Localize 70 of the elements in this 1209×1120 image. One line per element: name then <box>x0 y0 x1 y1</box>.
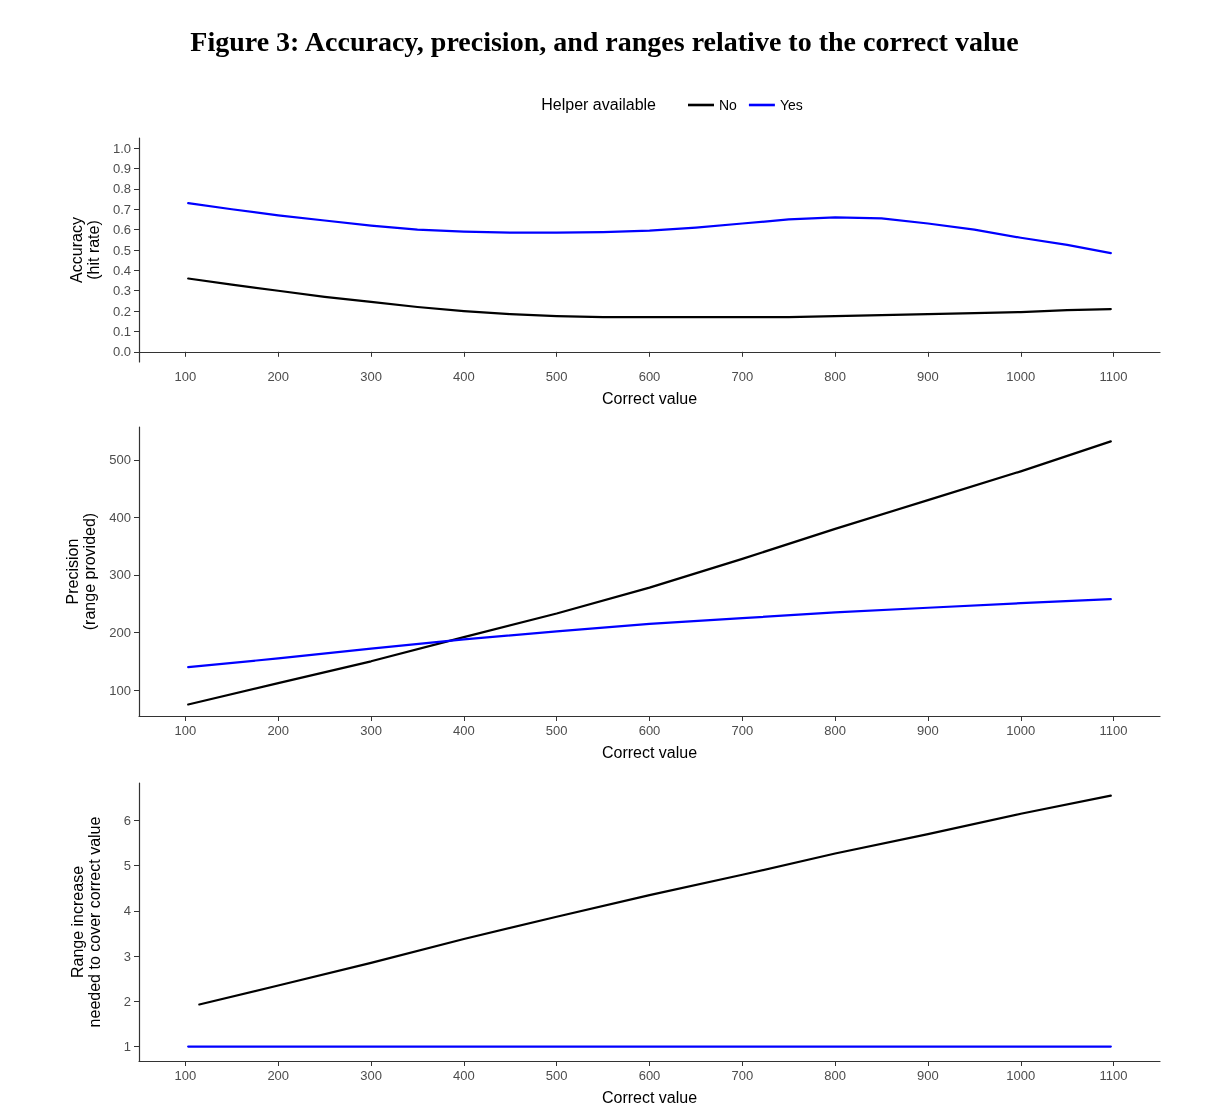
y-tick-label: 0.8 <box>112 181 131 197</box>
line-series <box>198 794 1112 1006</box>
y-axis-title: Range increase needed to cover correct value <box>69 816 103 1028</box>
x-tick-label: 1100 <box>1099 723 1128 738</box>
x-tick-label: 900 <box>917 369 939 384</box>
x-axis-title: Correct value <box>601 1088 698 1106</box>
x-tick-label: 800 <box>824 723 846 738</box>
x-tick-label: 800 <box>824 1068 846 1083</box>
x-tick-label: 100 <box>174 1068 197 1083</box>
y-tick-label: 100 <box>109 682 131 698</box>
x-tick-label: 1000 <box>1006 723 1036 738</box>
x-tick-label: 200 <box>267 1068 290 1083</box>
y-tick-label: 6 <box>123 813 131 829</box>
x-tick-label: 600 <box>638 369 661 384</box>
line-series <box>187 202 1112 255</box>
y-tick-label: 1.0 <box>112 140 131 156</box>
y-tick-label: 3 <box>123 948 131 964</box>
x-tick-label: 1100 <box>1099 1068 1128 1083</box>
x-tick-label: 1000 <box>1006 1068 1036 1083</box>
x-tick-label: 500 <box>545 723 568 738</box>
x-tick-label: 300 <box>360 723 382 738</box>
y-tick-label: 0.7 <box>112 201 131 217</box>
y-tick-label: 2 <box>123 993 131 1009</box>
legend-label: Yes <box>779 97 803 113</box>
x-tick-label: 100 <box>174 723 197 738</box>
x-tick-label: 200 <box>267 723 290 738</box>
y-tick-label: 0.0 <box>112 344 131 360</box>
y-tick-label: 0.3 <box>112 283 131 299</box>
y-tick-label: 5 <box>123 858 131 874</box>
y-tick-label: 1 <box>123 1039 131 1055</box>
y-tick-label: 0.1 <box>112 323 131 339</box>
x-tick-label: 400 <box>453 369 475 384</box>
line-series <box>187 277 1112 319</box>
x-tick-label: 700 <box>731 1068 754 1083</box>
line-series <box>187 598 1112 669</box>
x-tick-label: 700 <box>731 369 754 384</box>
x-tick-label: 800 <box>824 369 846 384</box>
chart-title: Figure 3: Accuracy, precision, and ranges relative to the correct value <box>190 25 1019 57</box>
y-tick-label: 4 <box>123 903 131 919</box>
y-tick-label: 0.6 <box>112 222 131 238</box>
y-axis-title: Precision (range provided) <box>64 512 99 631</box>
x-tick-label: 400 <box>453 1068 475 1083</box>
y-tick-label: 400 <box>109 509 131 525</box>
y-axis-title: Accuracy (hit rate) <box>68 217 103 283</box>
y-tick-label: 200 <box>109 625 131 641</box>
y-tick-label: 300 <box>109 567 131 583</box>
x-tick-label: 900 <box>917 1068 939 1083</box>
y-tick-label: 500 <box>109 452 131 468</box>
x-tick-label: 300 <box>360 1068 382 1083</box>
x-tick-label: 500 <box>545 1068 568 1083</box>
x-tick-label: 900 <box>917 723 939 738</box>
x-tick-label: 500 <box>545 369 568 384</box>
x-axis-title: Correct value <box>601 389 698 407</box>
x-tick-label: 400 <box>453 723 475 738</box>
line-series <box>187 440 1112 706</box>
x-tick-label: 300 <box>360 369 382 384</box>
y-tick-label: 0.9 <box>112 161 131 177</box>
x-axis-title: Correct value <box>601 743 698 761</box>
y-tick-label: 0.2 <box>112 303 131 319</box>
x-tick-label: 1000 <box>1006 369 1036 384</box>
y-tick-label: 0.4 <box>112 262 131 278</box>
y-tick-label: 0.5 <box>112 242 131 258</box>
x-tick-label: 1100 <box>1099 369 1128 384</box>
legend-label: No <box>719 97 738 113</box>
x-tick-label: 600 <box>638 723 661 738</box>
x-tick-label: 200 <box>267 369 290 384</box>
x-tick-label: 100 <box>174 369 197 384</box>
x-tick-label: 600 <box>638 1068 661 1083</box>
legend-title: Helper available <box>541 95 657 113</box>
x-tick-label: 700 <box>731 723 754 738</box>
